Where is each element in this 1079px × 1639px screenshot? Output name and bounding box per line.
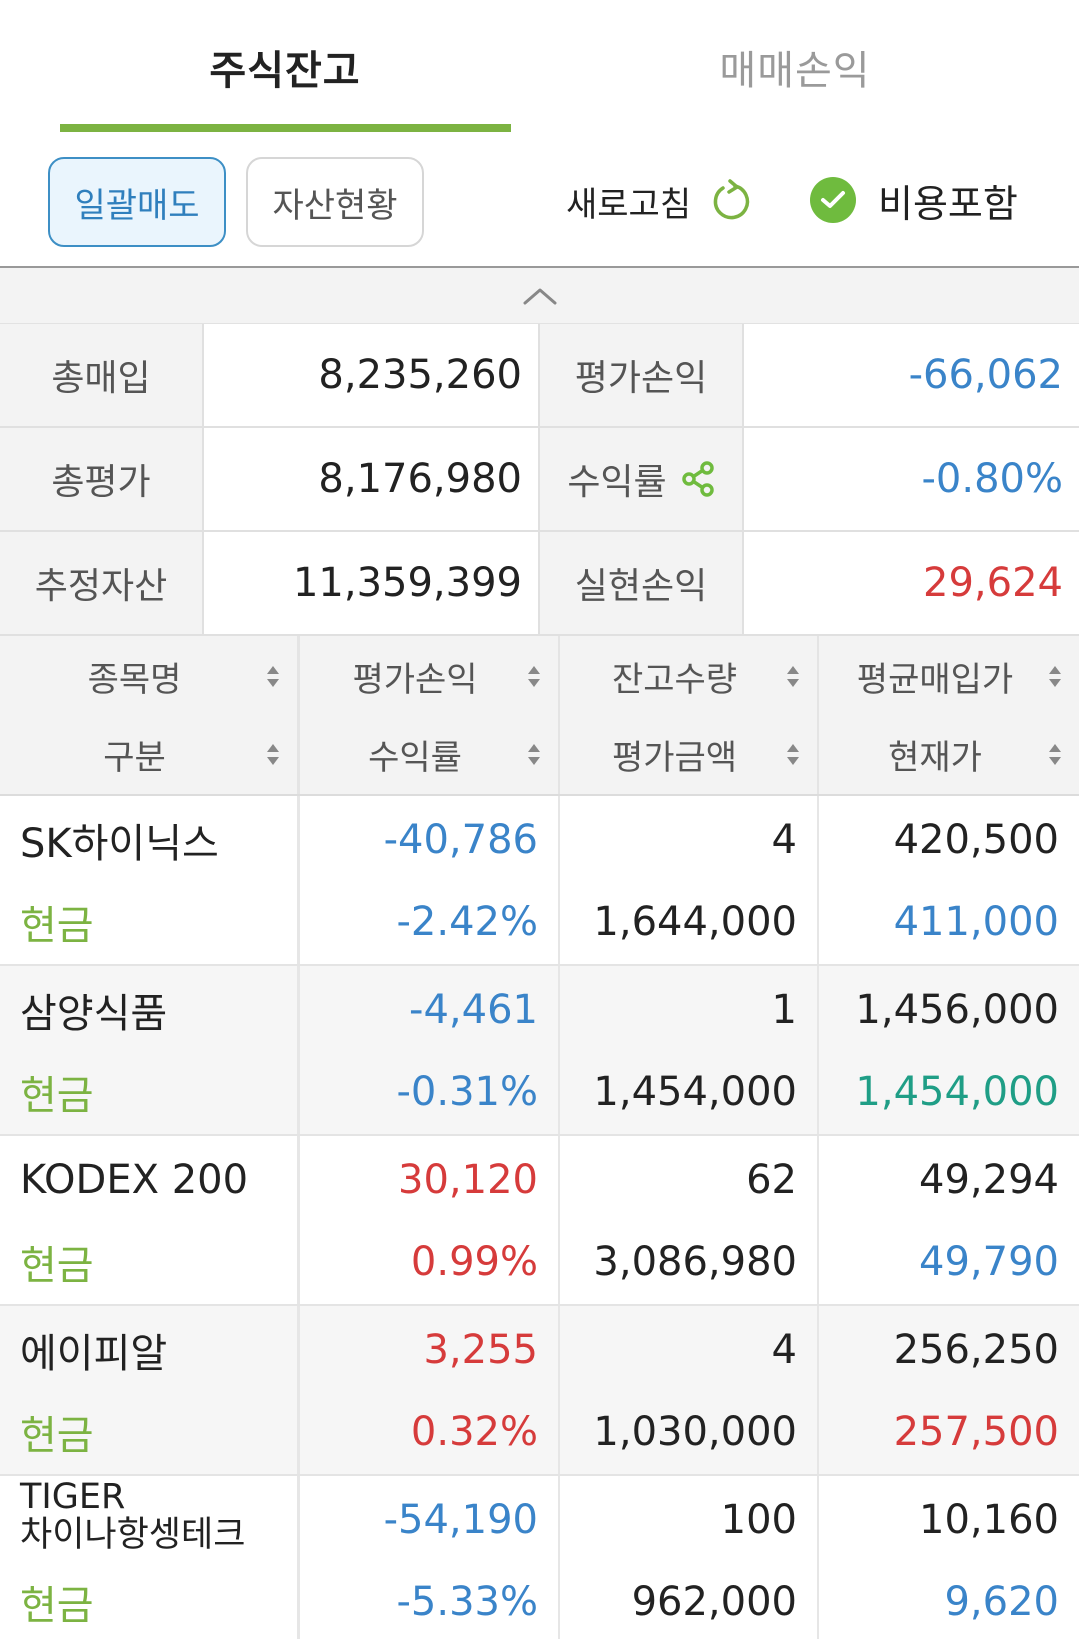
include-fee-toggle[interactable]: 비용포함: [810, 172, 1018, 228]
est-assets-value: 11,359,399: [202, 532, 540, 634]
header-col-pl: 평가손익 수익률: [300, 636, 560, 794]
account-type: 현금: [20, 903, 94, 949]
realized-pl-value: 29,624: [742, 532, 1079, 634]
account-type: 현금: [20, 1413, 94, 1459]
return-rate: 0.99%: [410, 1239, 538, 1285]
chevron-up-icon: [523, 288, 556, 304]
current-price: 1,454,000: [855, 1069, 1059, 1115]
refresh-icon: [713, 179, 750, 220]
check-icon: [810, 177, 856, 223]
sort-icon[interactable]: [267, 744, 279, 766]
collapse-summary-button[interactable]: [0, 268, 1079, 324]
eval-pl: 30,120: [398, 1157, 538, 1203]
current-price: 49,790: [919, 1239, 1059, 1285]
active-tab-indicator: [60, 124, 511, 132]
stock-name: SK하이닉스: [20, 821, 219, 867]
eval-pl: -54,190: [383, 1497, 538, 1543]
realized-pl-label: 실현손익: [540, 532, 742, 634]
eval-amount: 1,644,000: [593, 899, 797, 945]
header-col-qty: 잔고수량 평가금액: [560, 636, 819, 794]
asset-status-button[interactable]: 자산현황: [246, 157, 424, 247]
total-purchase-label: 총매입: [0, 324, 202, 426]
avg-price: 10,160: [919, 1497, 1059, 1543]
total-eval-value: 8,176,980: [202, 428, 540, 530]
sort-eval-pl[interactable]: 평가손익: [352, 659, 478, 700]
sort-icon[interactable]: [787, 744, 799, 766]
current-price: 411,000: [893, 899, 1059, 945]
eval-pl: 3,255: [423, 1327, 538, 1373]
eval-pl-value: -66,062: [742, 324, 1079, 426]
stock-name: 에이피알: [20, 1331, 168, 1377]
eval-pl: -4,461: [409, 987, 538, 1033]
sort-return-rate[interactable]: 수익률: [368, 737, 462, 778]
avg-price: 1,456,000: [855, 987, 1059, 1033]
account-type: 현금: [20, 1583, 94, 1629]
refresh-label: 새로고침: [566, 184, 692, 225]
sort-eval-amount[interactable]: 평가금액: [611, 737, 738, 778]
tab-bar: 주식잔고 매매손익: [0, 0, 1079, 132]
toolbar: 일괄매도 자산현황 새로고침 비용포함: [0, 132, 1079, 268]
return-rate: -5.33%: [396, 1579, 538, 1625]
sort-current-price[interactable]: 현재가: [888, 737, 982, 778]
est-assets-label: 추정자산: [0, 532, 202, 634]
return-rate: 0.32%: [410, 1409, 538, 1455]
return-rate: -2.42%: [396, 899, 538, 945]
summary-row: 추정자산 11,359,399 실현손익 29,624: [0, 532, 1079, 636]
total-eval-label: 총평가: [0, 428, 202, 530]
eval-amount: 3,086,980: [593, 1239, 797, 1285]
avg-price: 49,294: [919, 1157, 1059, 1203]
eval-pl-label: 평가손익: [540, 324, 742, 426]
refresh-button[interactable]: 새로고침: [566, 176, 753, 226]
return-rate-label: 수익률: [567, 462, 667, 503]
eval-amount: 962,000: [631, 1579, 797, 1625]
sort-type[interactable]: 구분: [103, 737, 166, 778]
current-price: 257,500: [893, 1409, 1059, 1455]
stock-name: KODEX 200: [20, 1157, 249, 1203]
sort-icon[interactable]: [1049, 744, 1061, 766]
sort-avg-price[interactable]: 평균매입가: [856, 659, 1014, 700]
tab-stock-balance[interactable]: 주식잔고: [209, 48, 361, 94]
eval-pl: -40,786: [383, 817, 538, 863]
return-rate: -0.31%: [396, 1069, 538, 1115]
sort-quantity[interactable]: 잔고수량: [611, 659, 738, 700]
summary-row: 총매입 8,235,260 평가손익 -66,062: [0, 324, 1079, 428]
quantity: 1: [771, 987, 797, 1033]
sort-name[interactable]: 종목명: [87, 659, 182, 700]
stock-name: 삼양식품: [20, 991, 168, 1037]
holdings-header: 종목명 구분 평가손익 수익률 잔고수량 평가금액 평균매입가 현재가: [0, 636, 1079, 796]
sort-icon[interactable]: [1049, 666, 1061, 688]
sort-icon[interactable]: [528, 666, 540, 688]
current-price: 9,620: [944, 1579, 1059, 1625]
sort-icon[interactable]: [787, 666, 799, 688]
holding-row[interactable]: KODEX 200 현금 30,120 0.99% 62 3,086,980 49,2…: [0, 1136, 1079, 1306]
sort-icon[interactable]: [528, 744, 540, 766]
return-rate-cell: 수익률: [540, 428, 742, 530]
sort-icon[interactable]: [267, 666, 279, 688]
quantity: 4: [771, 1327, 797, 1373]
summary-row: 총평가 8,176,980 수익률 -0.80%: [0, 428, 1079, 532]
header-col-price: 평균매입가 현재가: [819, 636, 1079, 794]
quantity: 62: [746, 1157, 797, 1203]
return-rate-value: -0.80%: [742, 428, 1079, 530]
avg-price: 256,250: [893, 1327, 1059, 1373]
stock-name: TIGER 차이나항셍테크: [20, 1477, 246, 1555]
sell-all-button[interactable]: 일괄매도: [48, 157, 226, 247]
tab-trading-pl[interactable]: 매매손익: [719, 48, 871, 94]
avg-price: 420,500: [893, 817, 1059, 863]
include-fee-label: 비용포함: [878, 181, 1018, 226]
account-type: 현금: [20, 1073, 94, 1119]
header-col-name: 종목명 구분: [0, 636, 300, 794]
quantity: 4: [771, 817, 797, 863]
share-icon[interactable]: [681, 461, 715, 497]
quantity: 100: [720, 1497, 797, 1543]
eval-amount: 1,454,000: [593, 1069, 797, 1115]
eval-amount: 1,030,000: [593, 1409, 797, 1455]
account-type: 현금: [20, 1243, 94, 1289]
total-purchase-value: 8,235,260: [202, 324, 540, 426]
